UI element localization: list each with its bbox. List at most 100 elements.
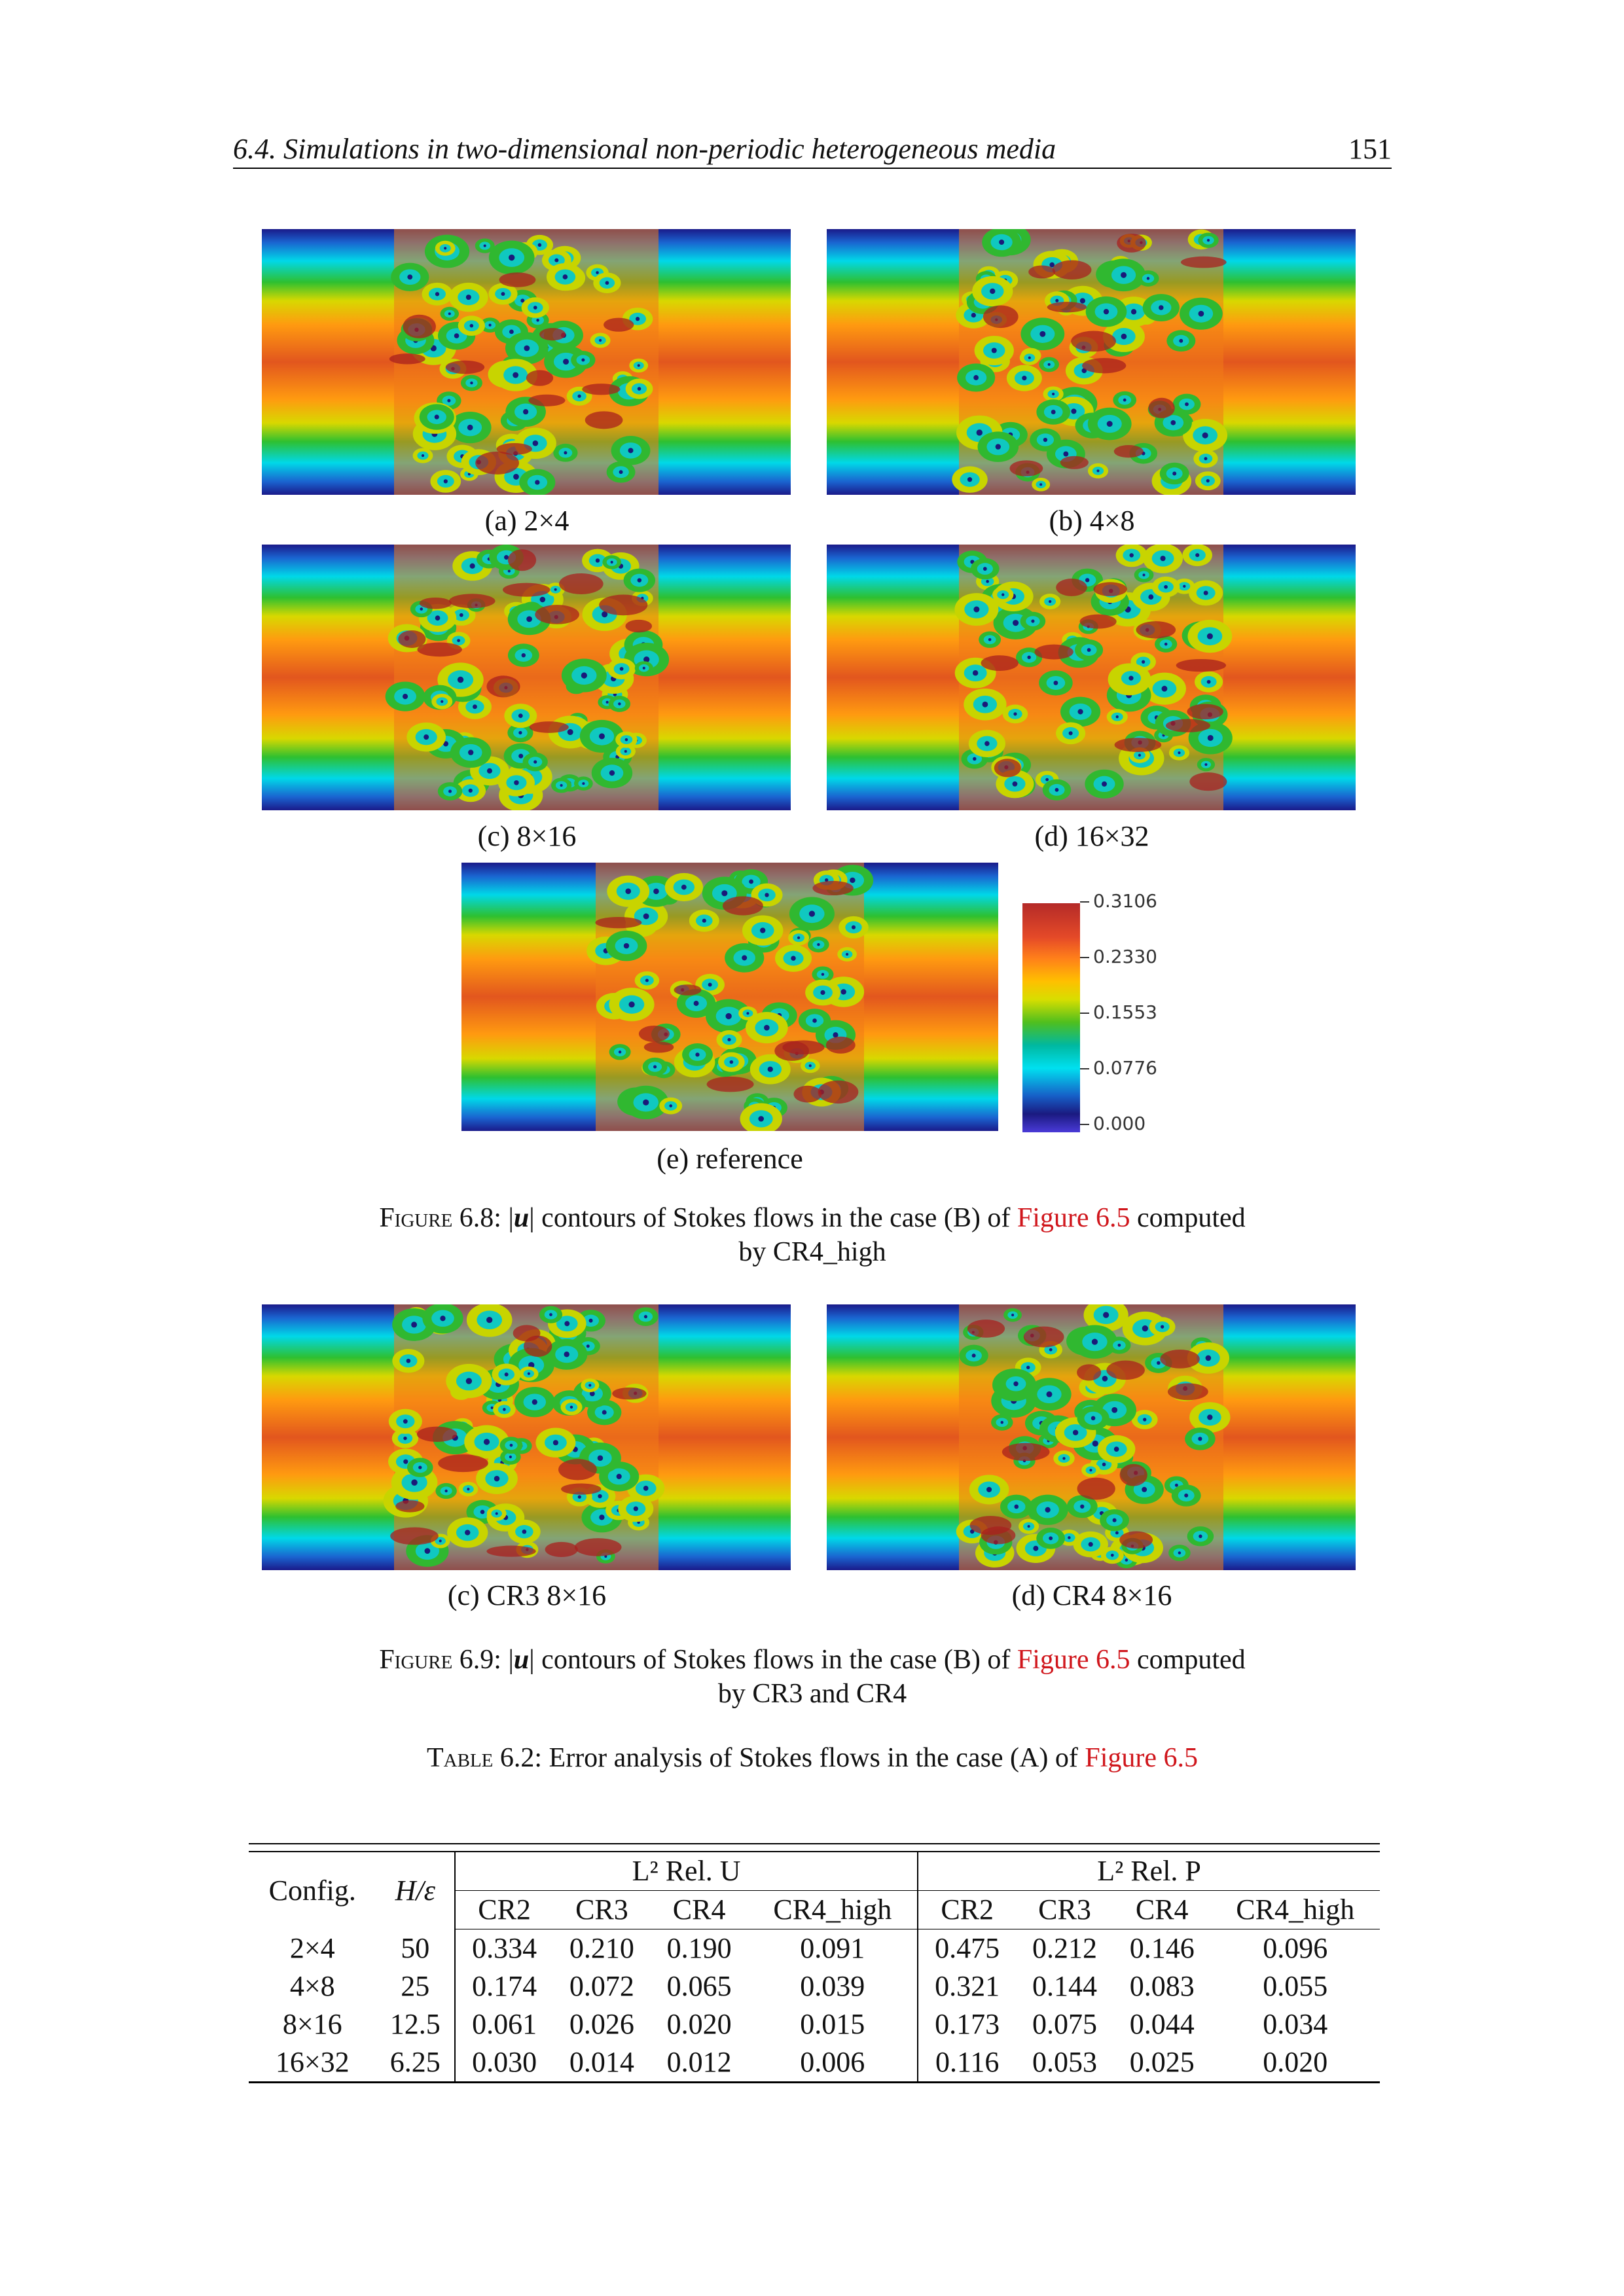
- obstacle-center: [765, 893, 769, 897]
- table-cell: 0.020: [666, 2008, 732, 2040]
- obstacle-center: [1160, 556, 1166, 562]
- contour-plot: [827, 229, 1356, 495]
- obstacle-center: [522, 1529, 527, 1534]
- obstacle-center: [846, 952, 849, 956]
- table-cell: 4×8: [289, 1970, 335, 2002]
- obstacle-center: [509, 1455, 512, 1459]
- caption-line-2: by CR3 and CR4: [717, 1679, 907, 1709]
- high-velocity-channel: [513, 1325, 541, 1342]
- table-cell: 0.053: [1016, 2043, 1113, 2083]
- colorbar-tick: 0.000: [1080, 1113, 1146, 1134]
- obstacle-center: [1089, 1469, 1092, 1472]
- colorbar: [1022, 903, 1080, 1132]
- caption-variable: u: [513, 1645, 530, 1675]
- high-velocity-channel: [398, 630, 426, 648]
- table-cell: 0.061: [454, 2005, 554, 2043]
- figure-6-8-panel-d: [827, 545, 1356, 810]
- obstacle-center: [480, 1509, 485, 1515]
- table-cell: 0.210: [569, 1932, 634, 1964]
- obstacle-center: [465, 1378, 473, 1384]
- contour-plot: [827, 545, 1356, 810]
- obstacle-center: [527, 1372, 530, 1375]
- obstacle-center: [721, 890, 728, 897]
- table-cell: 0.116: [917, 2043, 1017, 2083]
- high-velocity-channel: [1079, 614, 1117, 629]
- obstacle-center: [467, 424, 473, 431]
- obstacle-center: [494, 1475, 500, 1482]
- obstacle-center: [1085, 578, 1090, 583]
- high-velocity-channel: [1189, 772, 1227, 791]
- obstacle-center: [1195, 553, 1200, 558]
- high-velocity-channel: [969, 1516, 1012, 1535]
- table-cell: 16×32: [249, 2043, 376, 2083]
- obstacle-center: [637, 387, 641, 391]
- obstacle-center: [760, 927, 766, 933]
- obstacle-center: [1110, 1553, 1114, 1557]
- contour-plot: [262, 229, 791, 495]
- contour-plot: [262, 1304, 791, 1570]
- high-velocity-channel: [1009, 460, 1043, 476]
- obstacle-center: [1206, 679, 1211, 684]
- obstacle-center: [616, 1473, 622, 1479]
- high-velocity-channel: [1160, 1350, 1200, 1369]
- figure-reference-link[interactable]: Figure 6.5: [1085, 1743, 1198, 1773]
- obstacle-center: [973, 606, 980, 613]
- obstacle-center: [1112, 1518, 1117, 1522]
- high-velocity-channel: [638, 1025, 670, 1043]
- obstacle-center: [1027, 1525, 1030, 1528]
- obstacle-center: [524, 345, 530, 351]
- obstacle-center: [1148, 594, 1154, 600]
- colorbar-tick: 0.2330: [1080, 946, 1157, 967]
- table-cell: 0.030: [454, 2043, 554, 2083]
- obstacle-center: [513, 372, 519, 378]
- table-double-rule: [249, 1843, 1380, 1844]
- obstacle-center: [490, 1406, 494, 1409]
- table-cell: 0.321: [917, 1967, 1017, 2005]
- obstacle-center: [520, 298, 525, 303]
- obstacle-center: [1205, 1355, 1212, 1361]
- caption-label: Figure 6.9:: [379, 1645, 501, 1675]
- obstacle-center: [1033, 1545, 1039, 1551]
- table-cell: 2×4: [289, 1931, 335, 1964]
- obstacle-center: [1077, 709, 1083, 715]
- obstacle-center: [1039, 331, 1046, 337]
- table-cell: 0.096: [1263, 1932, 1328, 1964]
- obstacle-center: [457, 639, 460, 643]
- obstacle-center: [605, 281, 609, 285]
- obstacle-center: [539, 596, 546, 603]
- obstacle-center: [1178, 1551, 1182, 1554]
- figure-reference-link[interactable]: Figure 6.5: [1017, 1645, 1130, 1675]
- high-velocity-channel: [1028, 265, 1056, 279]
- figure-reference-link[interactable]: Figure 6.5: [1017, 1203, 1130, 1233]
- obstacle-center: [825, 878, 829, 882]
- obstacle-center: [521, 653, 526, 658]
- contour-plot: [262, 545, 791, 810]
- high-velocity-channel: [1119, 1531, 1153, 1549]
- obstacle-center: [618, 702, 621, 706]
- sub-header: CR2: [917, 1890, 1017, 1929]
- obstacle-center: [411, 1321, 418, 1328]
- figure-6-8-panel-e: [461, 863, 998, 1131]
- obstacle-center: [581, 358, 585, 362]
- high-velocity-channel: [1165, 719, 1210, 732]
- obstacle-center: [1157, 1361, 1161, 1365]
- group-header-u: L² Rel. U: [454, 1852, 918, 1891]
- sub-header: CR2: [454, 1890, 554, 1929]
- obstacle-center: [742, 955, 748, 961]
- high-velocity-channel: [625, 619, 653, 633]
- contour-plot: [827, 1304, 1356, 1570]
- obstacle-center: [447, 399, 451, 403]
- table-cell: 0.072: [569, 1970, 634, 2002]
- high-velocity-channel: [1093, 582, 1127, 596]
- obstacle-center: [454, 333, 460, 338]
- high-velocity-channel: [1176, 658, 1227, 672]
- obstacle-center: [1091, 1338, 1098, 1345]
- high-velocity-channel: [486, 675, 520, 698]
- obstacle-center: [406, 1358, 411, 1363]
- high-velocity-channel: [1047, 302, 1087, 313]
- obstacle-center: [999, 240, 1005, 245]
- obstacle-center: [619, 470, 623, 475]
- high-velocity-channel: [1106, 1360, 1145, 1380]
- table-cell: 0.034: [1263, 2008, 1328, 2040]
- obstacle-center: [1096, 469, 1100, 473]
